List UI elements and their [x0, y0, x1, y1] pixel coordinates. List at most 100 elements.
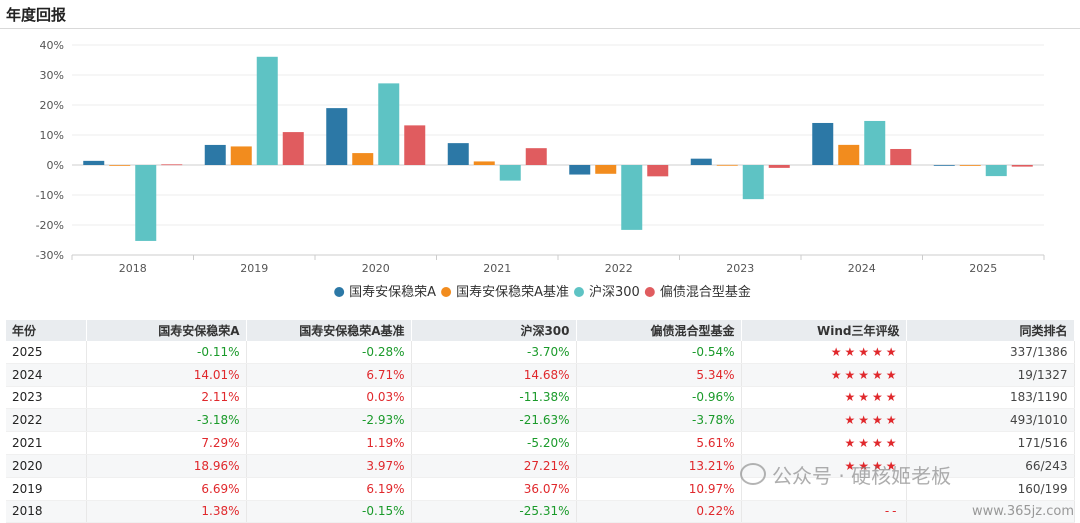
table-row: 2019 6.69% 6.19% 36.07% 10.97% 160/199 — [6, 477, 1075, 501]
legend-label: 沪深300 — [589, 284, 640, 300]
title-divider — [0, 28, 1080, 29]
legend-marker — [334, 287, 345, 297]
cell-rating — [741, 477, 907, 501]
bar-2025-series-0 — [933, 165, 955, 166]
cell-fund: 2.11% — [86, 386, 247, 410]
bar-2018-series-1 — [109, 165, 131, 166]
cell-peer: 10.97% — [576, 477, 742, 501]
section-title: 年度回报 — [6, 6, 67, 24]
watermark-text: 公众号 · 硬核姬老板 — [772, 464, 952, 488]
cell-year: 2025 — [6, 341, 87, 364]
bar-2025-series-2 — [985, 165, 1007, 177]
legend-item[interactable]: 沪深300 — [573, 284, 640, 300]
cell-bench: 6.71% — [246, 363, 412, 387]
cell-hs300: -25.31% — [411, 500, 577, 523]
bar-2018-series-2 — [135, 165, 157, 241]
header-fund: 国寿安保稳荣A — [86, 320, 247, 341]
y-tick-label: 10% — [40, 129, 64, 142]
x-tick-label: 2018 — [119, 262, 147, 275]
cell-rank: 493/1010 — [906, 408, 1075, 433]
cell-peer: -3.78% — [576, 408, 742, 433]
header-hs300: 沪深300 — [411, 320, 577, 341]
x-tick-label: 2020 — [362, 262, 390, 275]
cell-bench: 0.03% — [246, 386, 412, 410]
legend-label: 国寿安保稳荣A — [349, 284, 436, 300]
annual-return-table: 年份 国寿安保稳荣A 国寿安保稳荣A基准 沪深300 偏债混合型基金 Wind三… — [6, 320, 1075, 523]
cell-fund: -3.18% — [86, 408, 247, 433]
cell-peer: 0.22% — [576, 500, 742, 523]
cell-rating: ★★★★★ — [741, 341, 907, 364]
header-peer: 偏债混合型基金 — [576, 320, 742, 341]
table-row: 2018 1.38% -0.15% -25.31% 0.22% -- — [6, 500, 1075, 523]
y-tick-label: 0% — [47, 159, 64, 172]
cell-bench: 3.97% — [246, 454, 412, 478]
table-row: 2021 7.29% 1.19% -5.20% 5.61% ★★★★ 171/516 — [6, 431, 1075, 455]
header-rating: Wind三年评级 — [741, 320, 907, 341]
bar-2019-series-3 — [282, 132, 304, 165]
cell-rating: ★★★★ — [741, 454, 907, 478]
table-row: 2022 -3.18% -2.93% -21.63% -3.78% ★★★★ 493/101… — [6, 408, 1075, 433]
bar-2023-series-3 — [768, 165, 790, 168]
cell-rating: ★★★★ — [741, 386, 907, 410]
cell-bench: 1.19% — [246, 431, 412, 455]
bar-2020-series-0 — [326, 108, 348, 165]
cell-peer: 5.34% — [576, 363, 742, 387]
bar-2023-series-0 — [690, 158, 712, 165]
header-year: 年份 — [6, 320, 87, 341]
bar-2022-series-3 — [647, 165, 669, 177]
bar-2019-series-0 — [204, 144, 226, 165]
cell-rating: ★★★★ — [741, 431, 907, 455]
table-row: 2025 -0.11% -0.28% -3.70% -0.54% ★★★★★ 337/138… — [6, 341, 1075, 364]
cell-fund: 18.96% — [86, 454, 247, 478]
header-rank: 同类排名 — [906, 320, 1075, 341]
bar-2020-series-1 — [352, 153, 374, 165]
cell-year: 2024 — [6, 363, 87, 387]
legend-item[interactable]: 国寿安保稳荣A基准 — [441, 284, 569, 300]
cell-year: 2019 — [6, 477, 87, 501]
cell-rank: 19/1327 — [906, 363, 1075, 387]
cell-peer: -0.54% — [576, 341, 742, 364]
cell-hs300: -3.70% — [411, 341, 577, 364]
bar-2021-series-2 — [499, 165, 521, 181]
watermark: 公众号 · 硬核姬老板 — [740, 460, 951, 489]
y-tick-label: -10% — [36, 189, 64, 202]
cell-rank — [906, 500, 1075, 523]
y-tick-label: 40% — [40, 39, 64, 52]
cell-hs300: -21.63% — [411, 408, 577, 433]
bar-2022-series-0 — [569, 165, 591, 175]
y-tick-label: -30% — [36, 249, 64, 262]
y-tick-label: -20% — [36, 219, 64, 232]
legend-label: 偏债混合型基金 — [660, 284, 751, 300]
table-row: 2023 2.11% 0.03% -11.38% -0.96% ★★★★ 183/1190 — [6, 386, 1075, 410]
legend-marker — [441, 287, 452, 297]
bar-2020-series-2 — [378, 83, 400, 165]
bar-2025-series-3 — [1011, 165, 1033, 167]
cell-hs300: -5.20% — [411, 431, 577, 455]
cell-bench: 6.19% — [246, 477, 412, 501]
cell-rating: ★★★★ — [741, 408, 907, 433]
x-tick-label: 2024 — [848, 262, 876, 275]
bar-2024-series-1 — [838, 144, 860, 165]
bar-2022-series-1 — [595, 165, 617, 174]
cell-fund: 1.38% — [86, 500, 247, 523]
cell-rank: 171/516 — [906, 431, 1075, 455]
cell-year: 2020 — [6, 454, 87, 478]
bar-2024-series-3 — [890, 148, 912, 165]
x-tick-label: 2025 — [969, 262, 997, 275]
cell-peer: 5.61% — [576, 431, 742, 455]
cell-bench: -0.28% — [246, 341, 412, 364]
bar-2021-series-0 — [447, 143, 469, 165]
table-row: 2024 14.01% 6.71% 14.68% 5.34% ★★★★★ 19/1327 — [6, 363, 1075, 387]
cell-year: 2023 — [6, 386, 87, 410]
cell-hs300: -11.38% — [411, 386, 577, 410]
cell-fund: 14.01% — [86, 363, 247, 387]
legend-item[interactable]: 偏债混合型基金 — [644, 284, 751, 300]
bar-2025-series-1 — [959, 165, 981, 166]
cell-fund: 6.69% — [86, 477, 247, 501]
bar-2019-series-1 — [230, 146, 252, 165]
bar-2018-series-0 — [83, 160, 105, 165]
legend-item[interactable]: 国寿安保稳荣A — [334, 284, 436, 300]
x-tick-label: 2019 — [240, 262, 268, 275]
legend-marker — [644, 287, 655, 297]
bar-2023-series-2 — [742, 165, 764, 200]
